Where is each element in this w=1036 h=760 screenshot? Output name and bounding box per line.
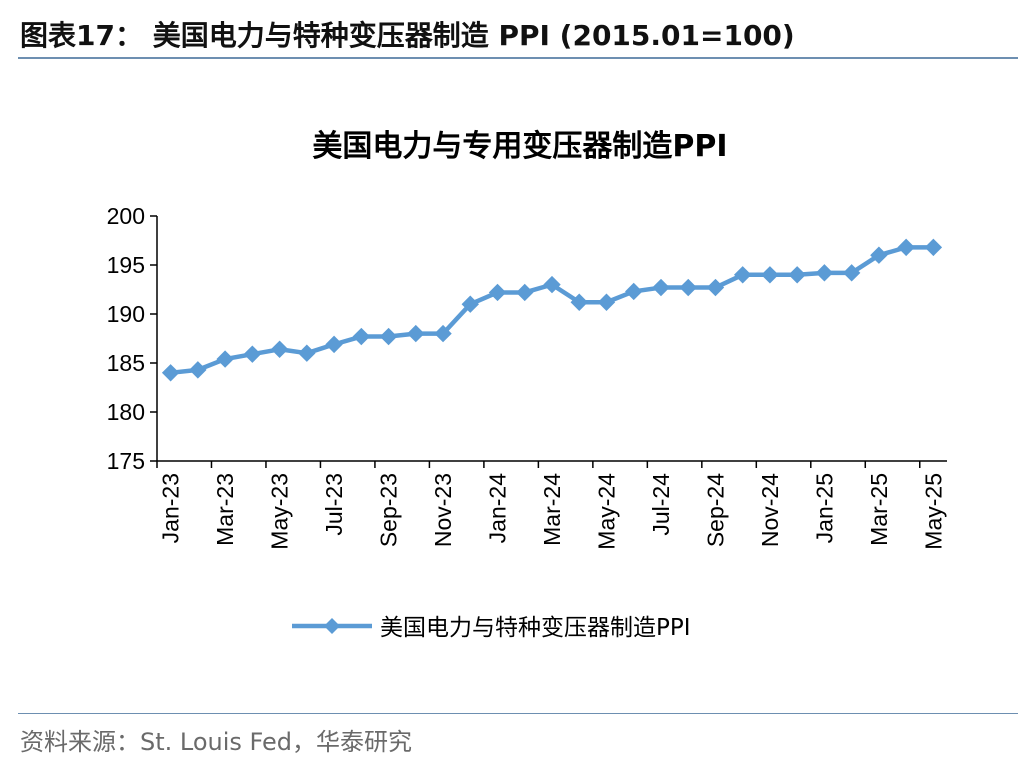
data-point bbox=[216, 350, 234, 368]
data-point bbox=[706, 278, 725, 297]
data-point bbox=[325, 335, 343, 354]
data-point bbox=[161, 364, 180, 382]
data-point bbox=[652, 278, 670, 297]
data-point bbox=[733, 266, 752, 284]
data-point bbox=[788, 266, 806, 284]
legend-label: 美国电力与特种变压器制造PPI bbox=[380, 615, 691, 641]
y-tick-label: 185 bbox=[107, 350, 145, 376]
footer-rule bbox=[18, 713, 1018, 714]
data-point bbox=[870, 246, 888, 264]
data-point bbox=[352, 327, 371, 346]
data-point bbox=[597, 293, 616, 311]
data-point bbox=[407, 324, 425, 343]
x-tick-label: Nov-23 bbox=[430, 473, 456, 547]
data-point bbox=[488, 283, 507, 302]
y-tick-label: 195 bbox=[107, 252, 145, 278]
x-tick-label: Sep-23 bbox=[376, 473, 402, 547]
y-tick-label: 180 bbox=[107, 399, 145, 425]
source-note: 资料来源：St. Louis Fed，华泰研究 bbox=[20, 728, 413, 756]
legend: 美国电力与特种变压器制造PPI bbox=[292, 615, 691, 641]
x-tick-label: Jul-23 bbox=[321, 473, 347, 536]
x-tick-label: Jan-23 bbox=[158, 473, 184, 543]
x-tick-label: Mar-24 bbox=[539, 473, 565, 546]
data-point bbox=[897, 238, 915, 257]
data-point bbox=[625, 282, 643, 301]
data-point bbox=[842, 264, 861, 282]
data-point bbox=[924, 238, 943, 257]
x-tick-label: May-23 bbox=[267, 473, 293, 550]
x-tick-label: Mar-23 bbox=[212, 473, 238, 546]
data-point bbox=[543, 275, 561, 294]
figure-title: 图表17： 美国电力与特种变压器制造 PPI (2015.01=100) bbox=[20, 19, 795, 52]
x-tick-label: May-25 bbox=[920, 473, 946, 550]
x-tick-label: Mar-25 bbox=[866, 473, 892, 546]
legend-swatch-marker bbox=[324, 618, 340, 634]
series-line bbox=[170, 245, 934, 376]
title-rule bbox=[18, 57, 1018, 59]
data-point bbox=[189, 361, 207, 379]
x-tick-label: Nov-24 bbox=[757, 473, 783, 547]
data-point bbox=[298, 344, 316, 362]
y-axis: 175 180 185 190 195 200 bbox=[107, 203, 158, 474]
data-point bbox=[516, 283, 534, 302]
data-point bbox=[815, 264, 834, 282]
data-point bbox=[434, 324, 452, 343]
x-axis: Jan-23 Mar-23 May-23 Jul-23 Sep-23 Nov-23 Jan-… bbox=[156, 460, 947, 550]
chart-title: 美国电力与专用变压器制造PPI bbox=[312, 129, 727, 164]
line-chart: 美国电力与专用变压器制造PPI 175 180 185 190 195 200 Jan-2… bbox=[107, 129, 947, 641]
y-tick-label: 200 bbox=[107, 203, 145, 229]
y-tick-label: 175 bbox=[107, 448, 145, 474]
data-point bbox=[679, 278, 697, 297]
x-tick-label: May-24 bbox=[593, 473, 619, 550]
data-point bbox=[461, 295, 479, 313]
data-point bbox=[761, 266, 779, 284]
data-point bbox=[570, 293, 588, 311]
data-point bbox=[270, 340, 289, 358]
data-point bbox=[379, 327, 398, 346]
x-tick-label: Sep-24 bbox=[702, 473, 728, 547]
series-layer bbox=[161, 238, 943, 382]
x-tick-label: Jul-24 bbox=[648, 473, 674, 536]
x-tick-label: Jan-24 bbox=[485, 473, 511, 544]
y-tick-label: 190 bbox=[107, 301, 145, 327]
x-tick-label: Jan-25 bbox=[811, 473, 837, 543]
data-point bbox=[243, 345, 262, 363]
